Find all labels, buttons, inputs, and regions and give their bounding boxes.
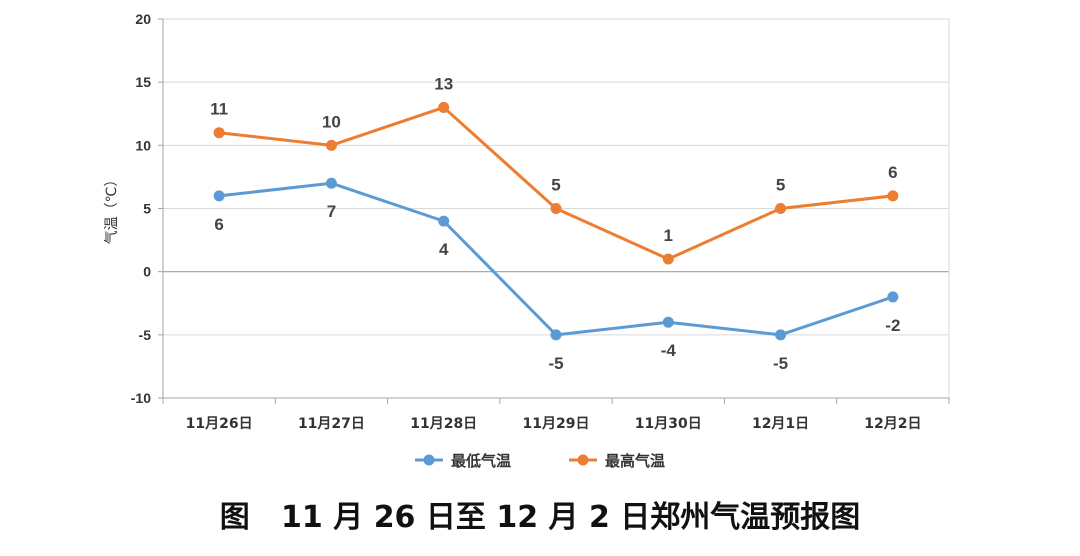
y-tick-label: -5 xyxy=(139,327,152,343)
data-point xyxy=(550,203,562,214)
data-point xyxy=(325,139,337,151)
data-label: -5 xyxy=(548,354,563,373)
data-point xyxy=(438,215,450,227)
axes xyxy=(158,18,950,404)
data-point xyxy=(550,329,562,341)
x-tick-labels: 11月26日 11月27日 11月28日 11月29日 11月30日 12月1日 12月2日 xyxy=(186,416,922,432)
data-point xyxy=(775,203,787,214)
data-label: 5 xyxy=(776,176,785,195)
data-labels: 6 7 4 -5 -4 -5 -2 11 10 13 5 1 5 6 xyxy=(210,74,900,372)
series xyxy=(213,101,899,341)
y-tick-label: 10 xyxy=(135,137,151,153)
data-label: -2 xyxy=(885,316,900,335)
figure-caption: 图 11 月 26 日至 12 月 2 日郑州气温预报图 xyxy=(219,500,861,535)
data-label: 6 xyxy=(888,163,897,182)
data-label: 11 xyxy=(210,100,228,119)
y-tick-label: 20 xyxy=(135,11,151,27)
legend-marker xyxy=(577,454,589,466)
y-tick-labels: 20 15 10 5 0 -5 -10 xyxy=(131,11,151,406)
data-label: 1 xyxy=(664,226,673,245)
y-tick-label: 0 xyxy=(143,264,151,280)
y-tick-label: 15 xyxy=(135,74,151,90)
data-label: 5 xyxy=(551,176,560,195)
data-point xyxy=(662,253,674,265)
y-tick-label: -10 xyxy=(131,390,151,406)
data-point xyxy=(438,101,450,113)
legend-label: 最低气温 xyxy=(451,452,511,470)
x-tick-label: 12月1日 xyxy=(752,416,809,432)
x-tick-label: 11月30日 xyxy=(635,416,702,432)
data-label: 6 xyxy=(214,215,223,234)
data-point xyxy=(887,190,899,202)
data-label: -4 xyxy=(661,341,677,360)
legend: 最低气温 最高气温 xyxy=(415,452,665,470)
data-point xyxy=(662,316,674,328)
data-point xyxy=(775,329,787,341)
data-point xyxy=(325,177,337,189)
y-tick-label: 5 xyxy=(143,201,151,217)
data-point xyxy=(213,127,225,139)
x-tick-label: 11月27日 xyxy=(298,416,365,432)
x-tick-label: 11月26日 xyxy=(186,416,253,432)
x-tick-label: 12月2日 xyxy=(864,416,921,432)
legend-marker xyxy=(423,454,435,466)
data-point xyxy=(213,190,225,202)
legend-label: 最高气温 xyxy=(605,452,665,470)
data-label: -5 xyxy=(773,354,788,373)
data-label: 10 xyxy=(322,112,341,131)
data-label: 7 xyxy=(327,202,336,221)
data-label: 4 xyxy=(439,240,449,259)
data-point xyxy=(887,291,899,303)
y-axis-label: 气温（℃） xyxy=(104,173,120,245)
x-tick-label: 11月29日 xyxy=(523,416,590,432)
x-tick-label: 11月28日 xyxy=(410,416,477,432)
data-label: 13 xyxy=(434,74,453,93)
